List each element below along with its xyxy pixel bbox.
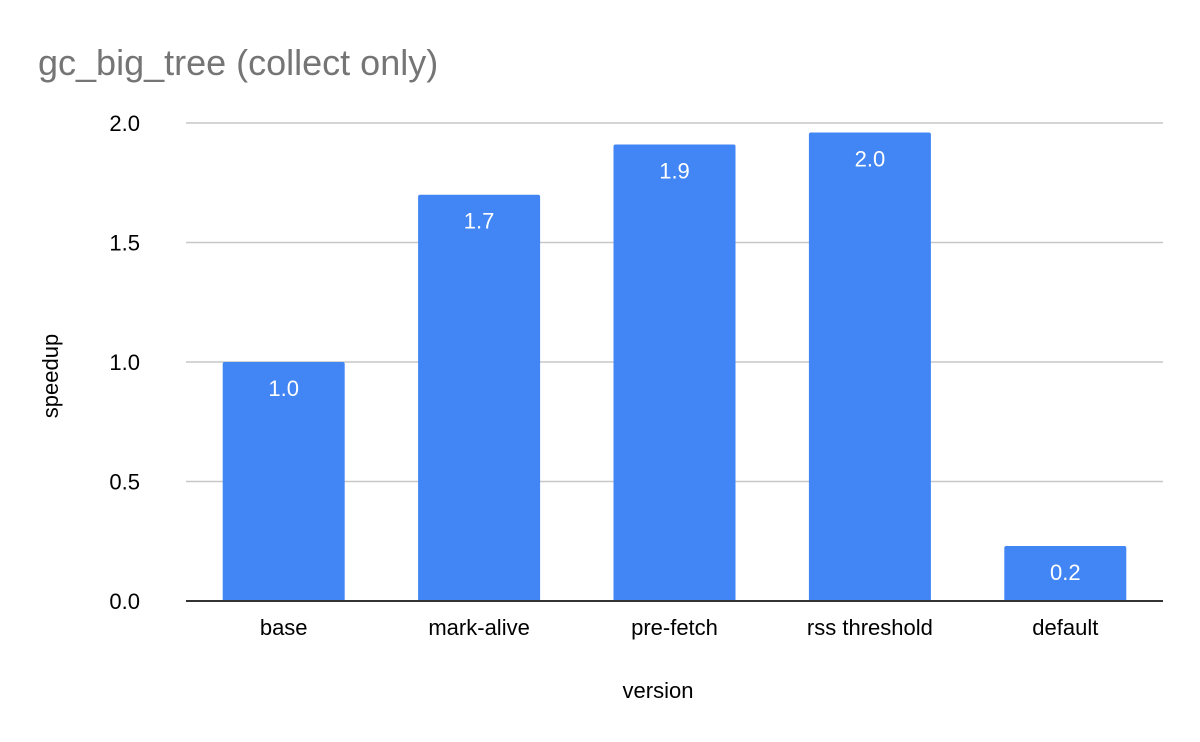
bars: 1.0 1.7 1.9 2.0 0.2 bbox=[222, 132, 1127, 601]
bar-default bbox=[1004, 546, 1127, 601]
x-axis-title: version bbox=[623, 678, 694, 703]
y-tick-label: 0.0 bbox=[109, 589, 140, 614]
data-label: 1.7 bbox=[464, 209, 495, 234]
bar-pre-fetch bbox=[613, 144, 736, 601]
y-axis-ticks: 0.0 0.5 1.0 1.5 2.0 bbox=[109, 111, 140, 614]
data-label: 1.0 bbox=[268, 376, 299, 401]
x-axis-ticks: base mark-alive pre-fetch rss threshold defa… bbox=[260, 615, 1098, 640]
x-tick-label: rss threshold bbox=[807, 615, 933, 640]
data-label: 0.2 bbox=[1050, 560, 1081, 585]
x-tick-label: pre-fetch bbox=[631, 615, 718, 640]
data-label: 1.9 bbox=[659, 159, 690, 184]
y-tick-label: 0.5 bbox=[109, 470, 140, 495]
y-axis-title: speedup bbox=[38, 334, 63, 418]
bar-base bbox=[222, 362, 345, 601]
chart-title: gc_big_tree (collect only) bbox=[38, 42, 438, 83]
x-tick-label: mark-alive bbox=[428, 615, 529, 640]
data-label: 2.0 bbox=[855, 147, 886, 172]
y-tick-label: 2.0 bbox=[109, 111, 140, 136]
bar-mark-alive bbox=[418, 194, 541, 601]
x-tick-label: base bbox=[260, 615, 308, 640]
bar-rss-threshold bbox=[808, 132, 931, 601]
y-tick-label: 1.5 bbox=[109, 231, 140, 256]
y-tick-label: 1.0 bbox=[109, 350, 140, 375]
x-tick-label: default bbox=[1032, 615, 1098, 640]
